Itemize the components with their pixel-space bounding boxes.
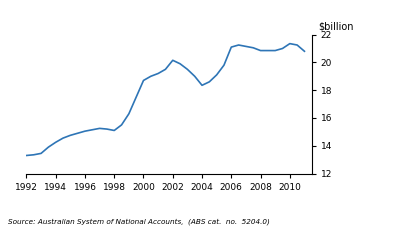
Text: $billion: $billion [319, 22, 354, 32]
Text: Source: Australian System of National Accounts,  (ABS cat.  no.  5204.0): Source: Australian System of National Ac… [8, 218, 270, 225]
